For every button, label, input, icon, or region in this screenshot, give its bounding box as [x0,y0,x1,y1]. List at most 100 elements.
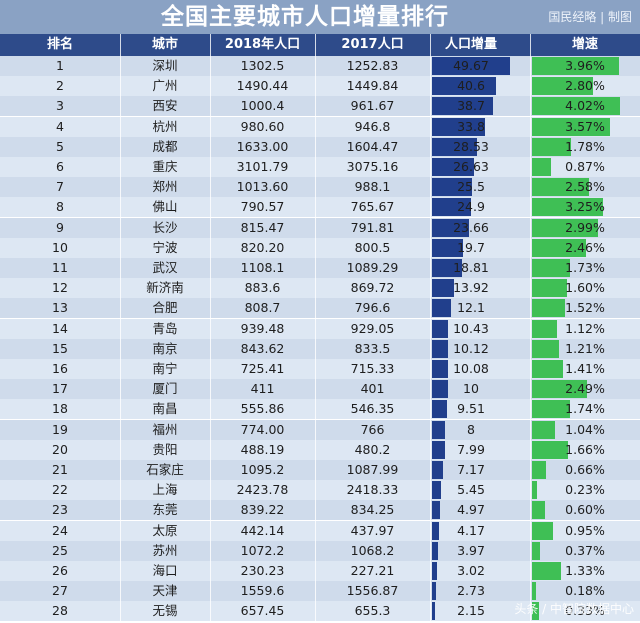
growth-value-label: 0.95% [565,522,605,538]
growth-value-label: 2.46% [565,239,605,255]
table-row: 14 青岛 939.48 929.05 10.43 1.12% [0,318,640,339]
city-cell: 宁波 [152,239,178,255]
growth-bar [532,481,537,500]
pop-2018-cell: 1000.4 [240,98,285,114]
increase-value-label: 10.12 [453,340,489,356]
increase-bar [432,218,470,237]
growth-bar [532,259,570,277]
pop-2018-cell: 1013.60 [236,179,289,195]
pop-2018-cell: 839.22 [240,502,285,518]
increase-bar [432,137,477,156]
growth-bar [532,360,563,378]
increase-bar [432,521,439,540]
rank-cell: 7 [56,179,64,195]
city-cell: 上海 [152,482,178,498]
pop-2017-cell: 988.1 [354,179,391,195]
increase-bar [432,158,474,176]
increase-bar [432,501,440,520]
growth-value-label: 3.57% [565,118,605,134]
growth-bar [532,501,546,520]
rank-cell: 17 [52,381,68,397]
growth-bar [532,299,566,318]
rank-cell: 3 [56,98,64,114]
table-row: 17 厦门 411 401 10 2.49% [0,379,640,400]
increase-value-label: 10 [463,381,479,397]
growth-bar [532,238,586,257]
rank-cell: 20 [52,441,68,457]
rank-cell: 12 [52,280,68,296]
growth-bar [532,521,553,540]
table-row: 21 石家庄 1095.2 1087.99 7.17 0.66% [0,460,640,480]
increase-bar [432,339,448,358]
table-row: 26 海口 230.23 227.21 3.02 1.33% [0,561,640,581]
pop-2017-cell: 1556.87 [346,583,399,599]
pop-2017-cell: 1087.99 [346,462,399,477]
pop-2018-cell: 488.19 [240,441,285,457]
city-cell: 福州 [152,421,178,437]
credit-text: 国民经略 | 制图 [548,10,632,24]
growth-value-label: 1.52% [565,300,605,316]
growth-value-label: 1.41% [565,361,605,376]
increase-bar [432,299,451,318]
increase-value-label: 7.17 [457,462,485,477]
increase-value-label: 24.9 [457,199,485,215]
growth-bar [532,339,559,358]
table-row: 25 苏州 1072.2 1068.2 3.97 0.37% [0,540,640,561]
header-increase: 人口增量 [444,37,497,52]
column-divider [530,34,531,623]
city-cell: 天津 [152,583,178,599]
pop-2017-cell: 796.6 [354,300,391,316]
growth-value-label: 1.33% [565,563,605,578]
pop-2018-cell: 1559.6 [240,583,285,599]
rank-cell: 14 [52,320,68,336]
rank-cell: 22 [52,482,68,498]
increase-bar [432,562,437,580]
pop-2018-cell: 815.47 [240,219,285,235]
increase-value-label: 49.67 [453,58,489,73]
header-rank: 排名 [46,37,73,52]
pop-2018-cell: 1302.5 [240,58,285,73]
growth-bar [532,97,620,116]
rank-cell: 19 [52,421,68,437]
city-cell: 深圳 [152,58,178,73]
pop-2018-cell: 790.57 [240,199,285,215]
pop-2018-cell: 411 [250,381,275,397]
growth-value-label: 1.66% [565,441,605,457]
increase-value-label: 3.97 [457,542,485,558]
table-row: 13 合肥 808.7 796.6 12.1 1.52% [0,298,640,319]
growth-value-label: 2.99% [565,219,605,235]
city-cell: 长沙 [152,219,178,235]
growth-value-label: 2.80% [565,78,605,94]
header-pop-2018: 2018年人口 [224,37,301,52]
city-cell: 贵阳 [152,441,178,457]
growth-value-label: 4.02% [565,98,605,114]
increase-value-label: 38.7 [457,98,485,114]
rank-cell: 11 [52,260,68,275]
increase-bar [432,440,445,459]
growth-bar [532,158,551,176]
increase-bar [432,360,448,378]
increase-bar [432,481,441,500]
growth-bar [532,400,571,419]
table-header: 排名 城市 2018年人口 2017人口 人口增量 增速 [0,34,640,56]
pop-2017-cell: 961.67 [350,98,395,114]
city-cell: 郑州 [152,179,178,195]
pop-2018-cell: 725.41 [240,361,285,376]
pop-2018-cell: 843.62 [240,340,285,356]
pop-2018-cell: 774.00 [240,421,285,437]
rank-cell: 9 [56,219,64,235]
table-row: 22 上海 2423.78 2418.33 5.45 0.23% [0,480,640,501]
city-cell: 新济南 [146,280,184,296]
growth-bar [532,420,555,439]
pop-2018-cell: 442.14 [240,522,285,538]
pop-2018-cell: 657.45 [240,603,285,619]
city-cell: 南京 [152,340,178,356]
increase-value-label: 9.51 [457,401,485,417]
rank-cell: 28 [52,603,68,619]
increase-value-label: 18.81 [453,260,489,275]
increase-value-label: 8 [467,421,475,437]
increase-bar [432,97,493,116]
pop-2017-cell: 869.72 [350,280,395,296]
pop-2017-cell: 766 [360,421,385,437]
city-cell: 合肥 [152,300,178,316]
